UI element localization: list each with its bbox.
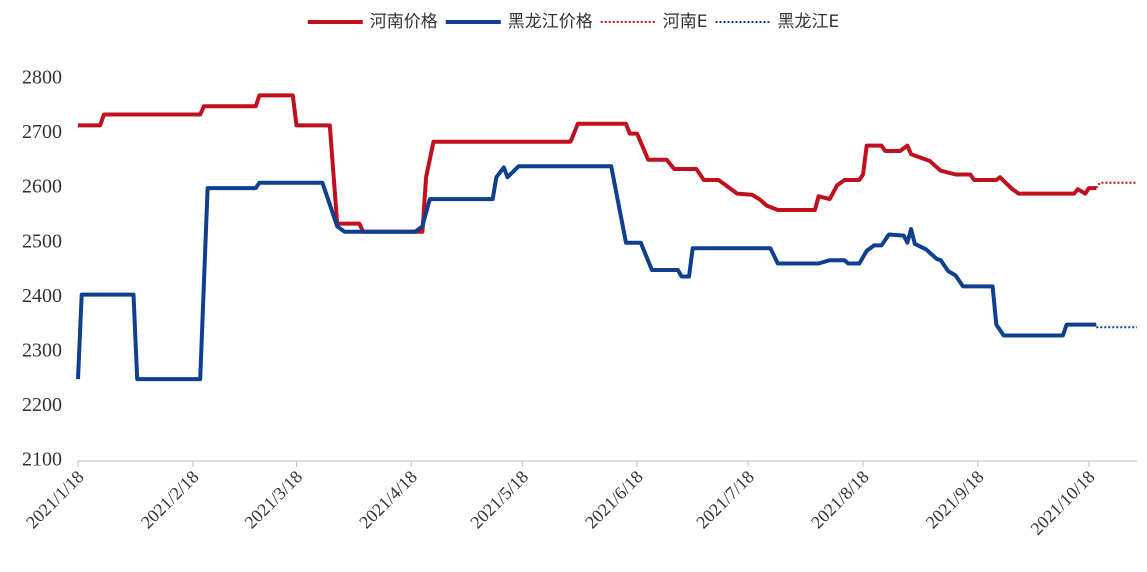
series-line	[78, 93, 1097, 234]
y-tick-label: 2200	[22, 394, 62, 416]
x-tick-label: 2021/4/18	[355, 467, 421, 533]
y-tick-label: 2500	[22, 230, 62, 252]
x-tick-label: 2021/1/18	[22, 467, 88, 533]
legend-label: 河南E	[663, 12, 708, 32]
x-tick-label: 2021/2/18	[137, 467, 203, 533]
legend-label: 黑龙江价格	[508, 12, 593, 32]
x-tick-label: 2021/5/18	[466, 467, 532, 533]
series-line	[1095, 181, 1137, 189]
legend-label: 黑龙江E	[778, 12, 840, 32]
x-tick-label: 2021/7/18	[692, 467, 758, 533]
y-tick-label: 2300	[22, 339, 62, 361]
x-tick-label: 2021/9/18	[922, 467, 988, 533]
y-tick-label: 2100	[22, 449, 62, 471]
x-tick-label: 2021/10/18	[1026, 467, 1098, 539]
legend: 河南价格 黑龙江价格 河南E 黑龙江E	[307, 12, 840, 32]
y-tick-label: 2800	[22, 67, 62, 89]
x-tick-label: 2021/3/18	[240, 467, 306, 533]
y-tick-label: 2700	[22, 121, 62, 143]
x-tick-label: 2021/6/18	[581, 467, 647, 533]
legend-label: 河南价格	[370, 12, 438, 32]
y-tick-label: 2600	[22, 176, 62, 198]
y-tick-label: 2400	[22, 285, 62, 307]
x-tick-label: 2021/8/18	[807, 467, 873, 533]
series-line	[76, 164, 1097, 382]
